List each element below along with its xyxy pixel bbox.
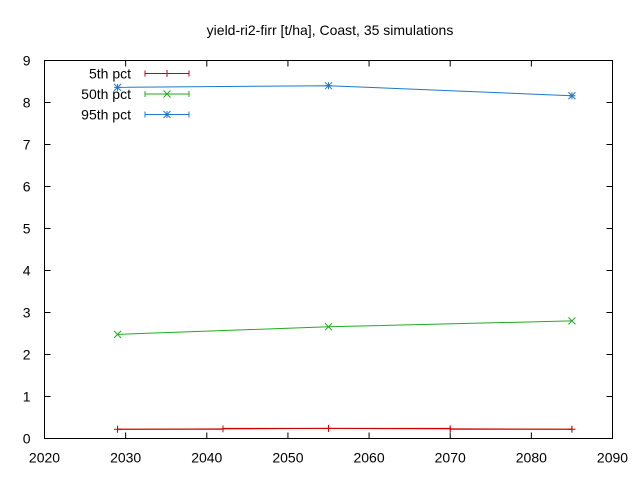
series-line: [117, 320, 572, 335]
y-tick-label: 7: [23, 137, 31, 153]
data-point: [113, 330, 122, 339]
x-tick-label: 2070: [435, 450, 466, 466]
x-tick-label: 2040: [191, 450, 222, 466]
x-tick-label: 2050: [272, 450, 303, 466]
y-tick-label: 0: [23, 431, 31, 447]
x-tick-label: 2030: [110, 450, 141, 466]
data-point: [324, 81, 333, 90]
legend-marker: [163, 110, 171, 119]
data-point: [568, 91, 576, 100]
legend: 5th pct 50th pct 95th pct: [81, 66, 190, 123]
plot-frame: [44, 60, 613, 439]
y-tick-label: 2: [23, 347, 31, 363]
data-point: [568, 317, 576, 325]
series-2: [113, 317, 576, 339]
data-point: [114, 425, 122, 433]
series-3: [113, 81, 576, 100]
y-tick-label: 1: [23, 389, 31, 405]
y-tick-label: 5: [23, 221, 31, 237]
axis-ticks: 2020 2030 2040 2050 2060 2070 2080 2090 0 1 2 3 4 5 6 7…: [23, 53, 629, 466]
y-tick-label: 8: [23, 95, 31, 111]
x-tick-label: 2090: [597, 450, 628, 466]
legend-label: 5th pct: [89, 66, 131, 82]
legend-label: 50th pct: [81, 86, 131, 102]
series-1: [114, 424, 576, 433]
legend-marker: [163, 70, 171, 77]
series-layer: [113, 81, 576, 433]
chart-title: yield-ri2-firr [t/ha], Coast, 35 simulat…: [207, 22, 454, 38]
x-tick-label: 2020: [29, 450, 60, 466]
data-point: [324, 322, 333, 331]
y-tick-label: 6: [23, 179, 31, 195]
data-point: [568, 425, 576, 433]
y-tick-label: 3: [23, 305, 31, 321]
x-tick-label: 2060: [353, 450, 384, 466]
y-tick-label: 4: [23, 263, 31, 279]
y-tick-label: 9: [23, 53, 31, 69]
data-point: [325, 424, 332, 432]
x-tick-label: 2080: [516, 450, 547, 466]
data-point: [113, 83, 122, 92]
legend-marker: [163, 90, 171, 98]
legend-label: 95th pct: [81, 107, 131, 123]
